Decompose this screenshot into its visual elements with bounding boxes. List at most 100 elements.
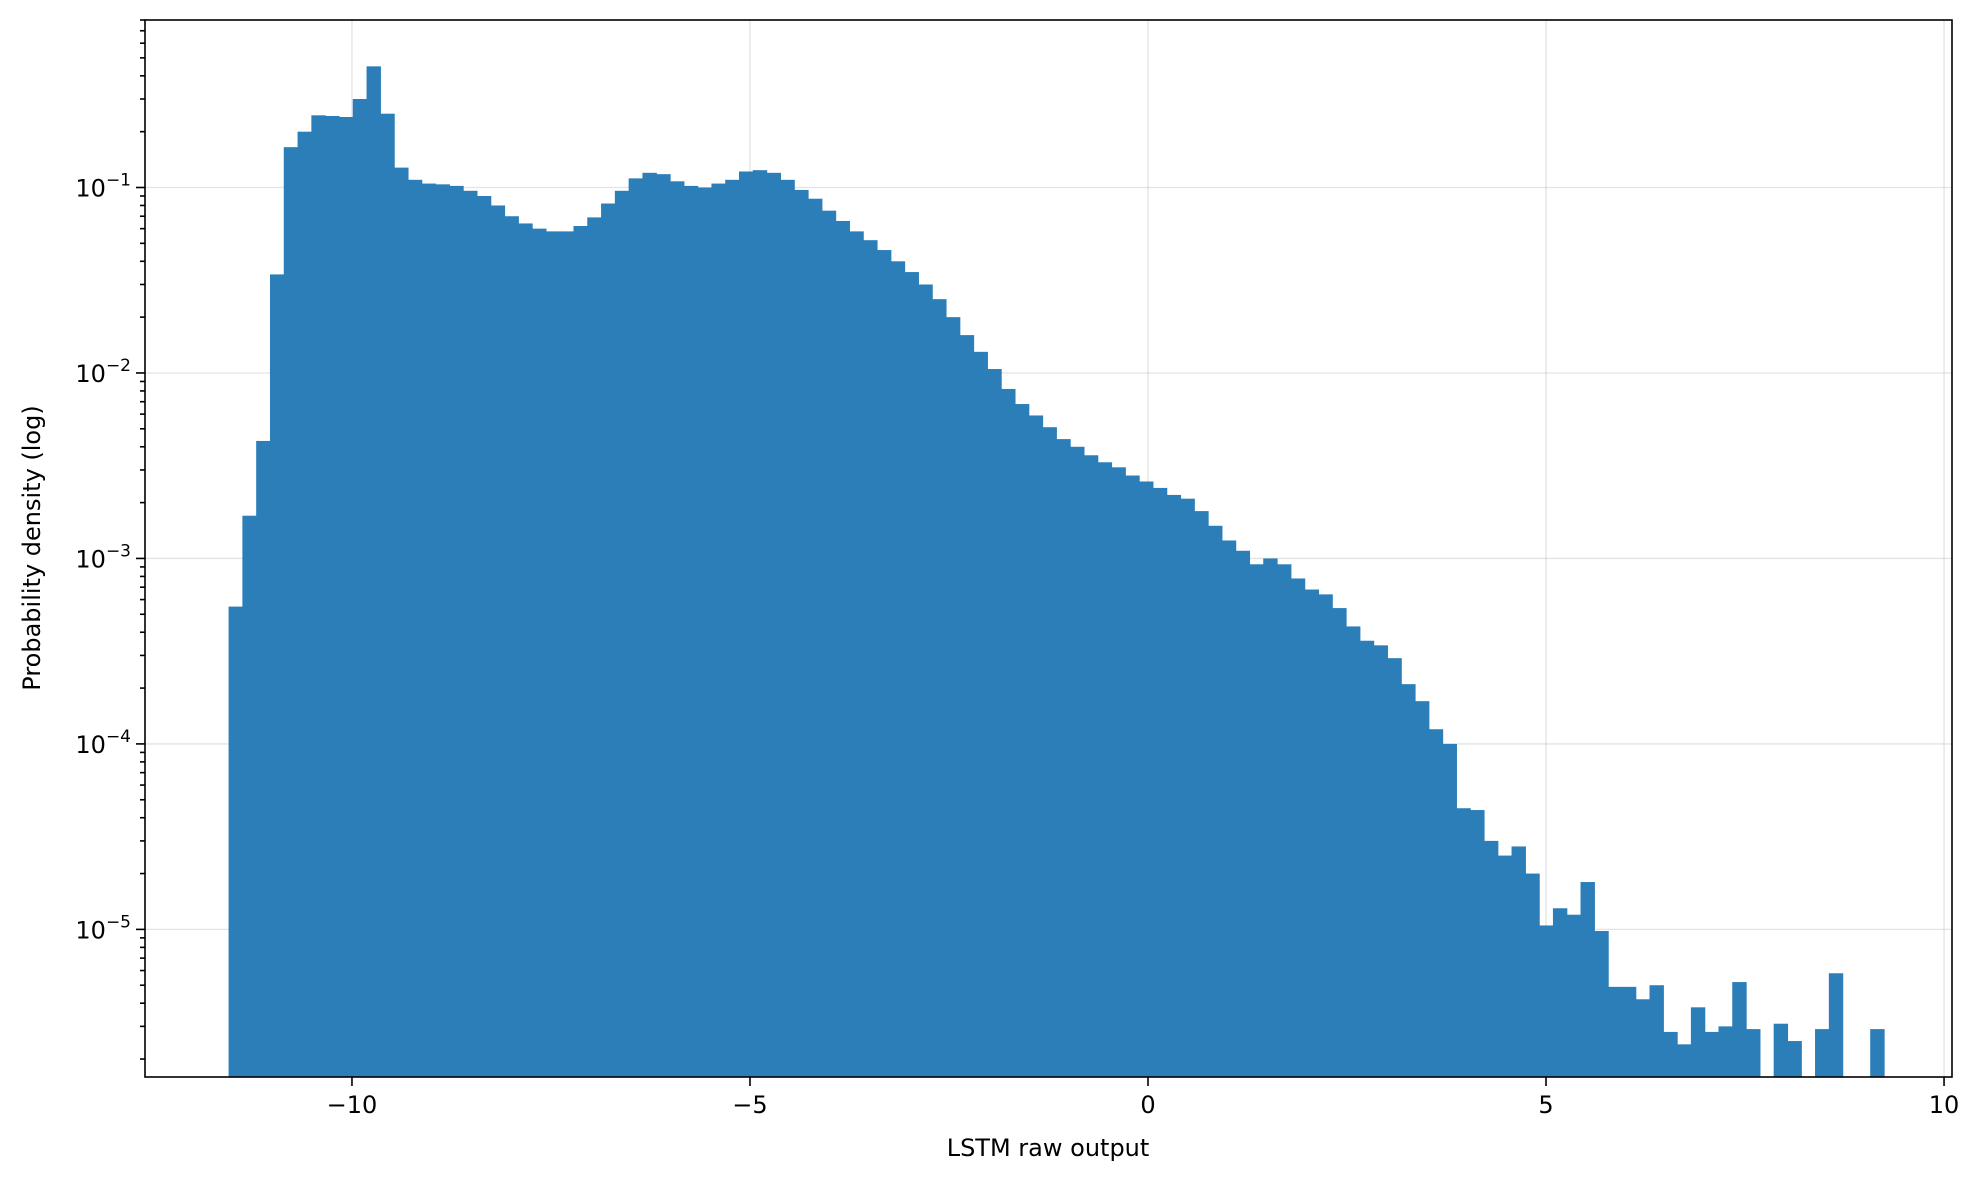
histogram-bar xyxy=(1566,914,1582,1077)
histogram-bar xyxy=(1401,684,1416,1077)
y-tick-label: 10−5 xyxy=(75,912,131,944)
histogram-bar xyxy=(1125,475,1140,1077)
y-tick-label: 10−4 xyxy=(75,727,131,759)
histogram-bar xyxy=(1663,1031,1678,1077)
histogram-bar xyxy=(945,317,961,1077)
histogram-bar xyxy=(228,606,243,1077)
histogram-bar xyxy=(325,115,340,1078)
histogram-bar xyxy=(1539,925,1554,1077)
histogram-bar xyxy=(1208,525,1223,1077)
histogram-bar xyxy=(1773,1023,1789,1077)
histogram-bar xyxy=(1580,882,1595,1077)
histogram-bar xyxy=(932,299,947,1077)
histogram-bar xyxy=(435,184,450,1078)
y-tick-label: 10−2 xyxy=(75,356,131,388)
histogram-bar xyxy=(1649,985,1664,1077)
histogram-bar xyxy=(504,216,519,1078)
histogram-bar xyxy=(1290,578,1306,1077)
histogram-bar xyxy=(366,66,381,1078)
x-tick-label: 10 xyxy=(1929,1091,1960,1119)
histogram-bar xyxy=(1815,1029,1830,1077)
histogram-bar xyxy=(449,185,464,1077)
histogram-bar xyxy=(1166,494,1182,1077)
histogram-bar xyxy=(890,261,906,1077)
histogram-bar xyxy=(587,217,602,1077)
histogram-bar xyxy=(573,226,588,1077)
histogram-bar xyxy=(1690,1007,1706,1077)
histogram-bar xyxy=(1359,640,1375,1077)
histogram-bar xyxy=(1594,931,1609,1077)
histogram-bar xyxy=(1483,840,1499,1077)
histogram-bar xyxy=(1221,540,1237,1077)
histogram-bar xyxy=(849,231,864,1077)
x-axis-ticks: −10 −5 0 5 10 xyxy=(327,1077,1960,1119)
histogram-bar xyxy=(794,189,809,1077)
histogram-bar xyxy=(1746,1029,1761,1077)
histogram-bar xyxy=(1332,608,1347,1077)
histogram-bar xyxy=(380,113,395,1077)
histogram-bar xyxy=(752,170,768,1078)
histogram-bar xyxy=(269,274,285,1077)
histogram-bar xyxy=(1704,1031,1720,1077)
histogram-bar xyxy=(1001,388,1016,1078)
histogram-bar xyxy=(1552,908,1568,1077)
histogram-bar xyxy=(876,250,892,1078)
histogram-bar xyxy=(628,178,644,1077)
histogram-bar xyxy=(297,131,312,1078)
histogram-bar xyxy=(1097,462,1113,1077)
histogram-bar xyxy=(1056,439,1071,1078)
histogram-bar xyxy=(670,181,685,1078)
histogram-bar xyxy=(1470,810,1485,1077)
x-tick-label: −5 xyxy=(732,1091,767,1119)
histogram-bar xyxy=(1828,973,1844,1077)
histogram-bar xyxy=(407,179,423,1077)
histogram-bar xyxy=(1346,626,1361,1077)
histogram-bar xyxy=(1070,446,1085,1077)
histogram-bar xyxy=(821,210,837,1078)
histogram-bar xyxy=(1787,1041,1802,1077)
histogram-bar xyxy=(835,220,850,1078)
histogram-bar xyxy=(725,179,740,1077)
histogram-bar xyxy=(1014,404,1030,1077)
histogram-bar xyxy=(918,284,933,1078)
plot-frame xyxy=(144,19,1953,1078)
histogram-bar xyxy=(1732,982,1747,1077)
histogram-bar xyxy=(739,171,754,1078)
histogram-bar xyxy=(1263,558,1278,1077)
histogram-bars xyxy=(228,66,1885,1078)
histogram-bar xyxy=(1194,511,1209,1078)
histogram-bar xyxy=(1870,1029,1885,1077)
histogram-bar xyxy=(697,187,713,1077)
y-tick-label: 10−3 xyxy=(75,541,131,573)
histogram-bar xyxy=(614,190,630,1078)
y-axis-ticks: 10−1 10−2 10−3 10−4 10−5 xyxy=(75,19,145,1060)
histogram-bar xyxy=(1111,467,1126,1077)
histogram-bar xyxy=(338,116,354,1078)
histogram-bar xyxy=(559,231,575,1077)
histogram-bar xyxy=(683,185,699,1077)
histogram-bar xyxy=(1042,427,1057,1078)
histogram-bar xyxy=(1621,986,1637,1077)
histogram-bar xyxy=(518,223,533,1077)
histogram-bar xyxy=(1635,999,1651,1077)
histogram-bar xyxy=(421,183,437,1077)
histogram-bar xyxy=(1318,594,1333,1077)
histogram-bar xyxy=(807,198,823,1078)
histogram-bar xyxy=(601,203,616,1078)
histogram-bar xyxy=(463,190,478,1078)
histogram-bar xyxy=(1028,415,1044,1078)
histogram-bar xyxy=(242,515,257,1077)
histogram-bar xyxy=(545,231,561,1077)
histogram-bar xyxy=(973,351,988,1078)
histogram-bar xyxy=(1139,481,1154,1078)
histogram-bar xyxy=(1180,498,1195,1077)
histogram-bar xyxy=(1608,986,1623,1077)
histogram-bar xyxy=(959,335,975,1077)
histogram-bar xyxy=(1387,658,1402,1077)
histogram-bar xyxy=(1083,455,1099,1077)
x-tick-label: 0 xyxy=(1140,1091,1155,1119)
histogram-bar xyxy=(1152,487,1168,1077)
histogram-bar xyxy=(1277,564,1292,1077)
histogram-bar xyxy=(642,172,657,1077)
